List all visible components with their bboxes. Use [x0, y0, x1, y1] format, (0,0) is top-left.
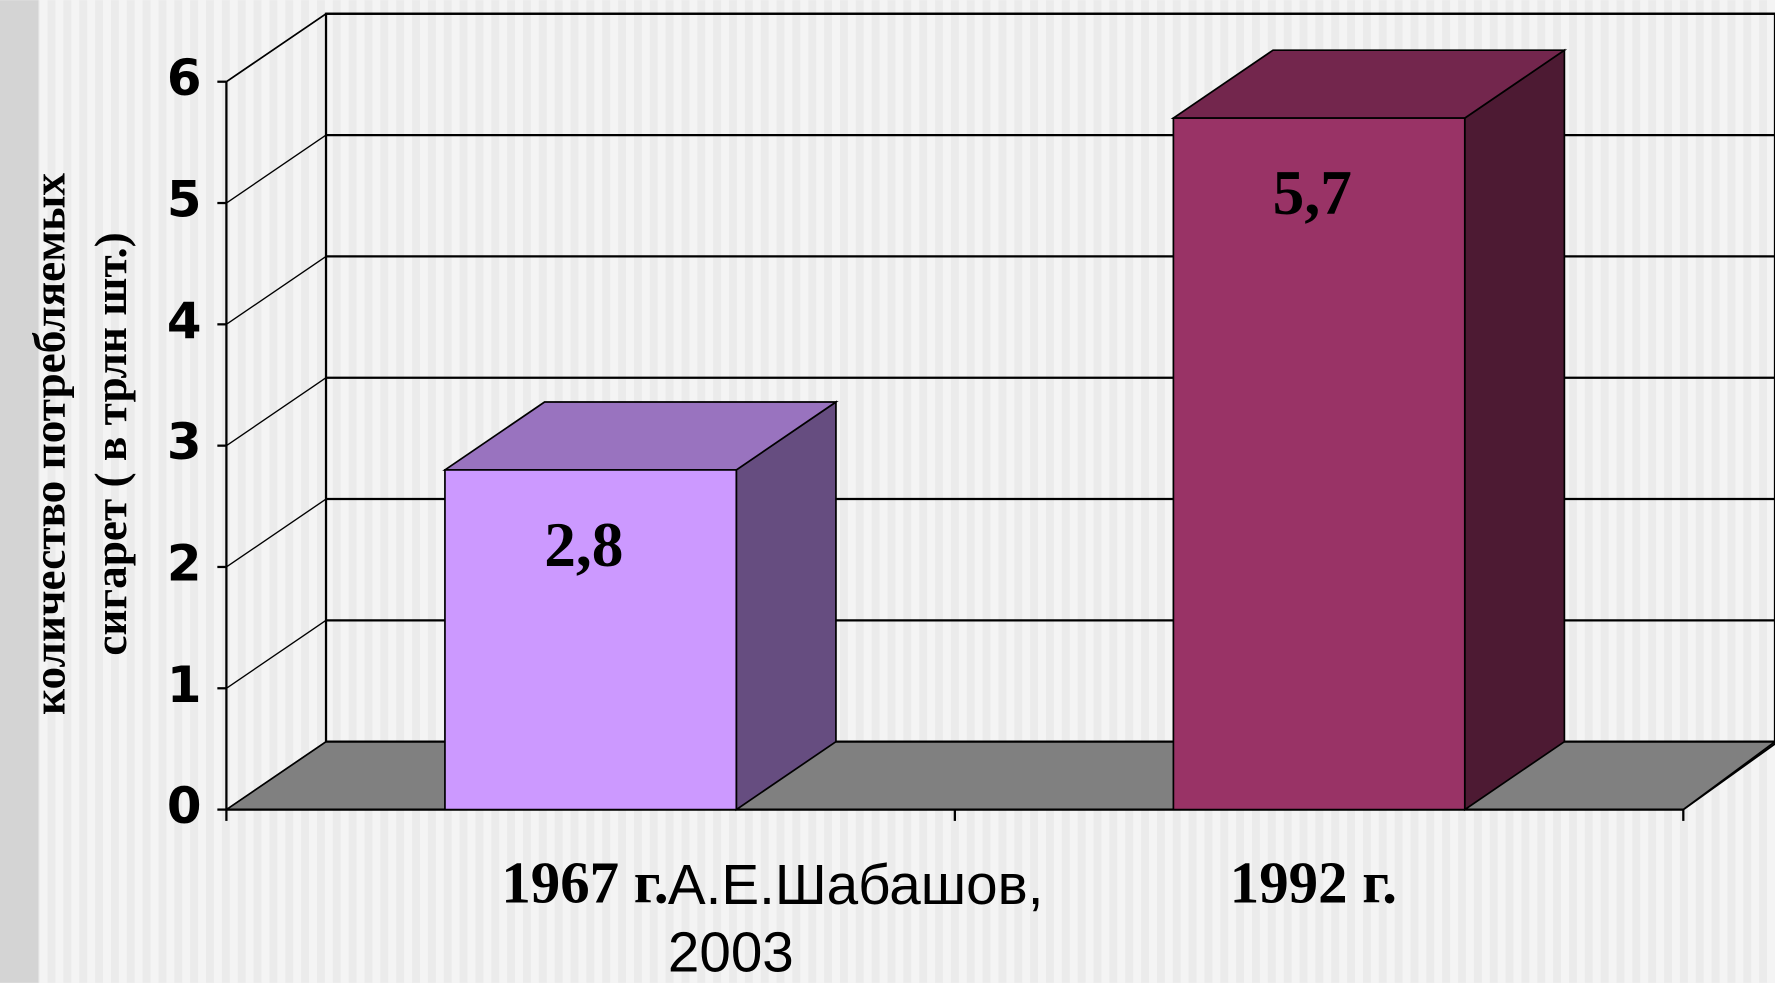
- side-band: [0, 0, 39, 983]
- data-label: 5,7: [1273, 158, 1352, 228]
- floor-edge: [1682, 740, 1775, 811]
- bar: [1172, 117, 1466, 811]
- y-axis-label: сигарет ( в трлн шт.): [86, 232, 136, 655]
- bar-side: [1463, 48, 1566, 812]
- grid-line-side: [226, 498, 327, 568]
- grid-line-side: [226, 377, 327, 447]
- x-tick-label: 1992 г.: [1230, 850, 1397, 915]
- y-tick-label: 5: [167, 171, 202, 229]
- plot: 0 1 2 3 4 5 6 2,8 1967 г. 5,7 1992 г.: [167, 12, 1775, 915]
- grid-line-side: [226, 13, 327, 83]
- y-tick-label: 0: [167, 777, 202, 835]
- annotation: А.Е.Шабашов,: [668, 853, 1044, 916]
- x-tick-label: 1967 г.: [501, 850, 668, 915]
- grid-line-side: [226, 741, 327, 811]
- grid-line-side: [226, 619, 327, 689]
- y-tick-label: 4: [167, 292, 202, 350]
- bar-side: [735, 400, 837, 812]
- y-tick-label: 1: [167, 656, 202, 714]
- y-axis-label: количество потребляемых: [25, 173, 75, 715]
- data-label: 2,8: [544, 510, 623, 580]
- grid-line-side: [226, 134, 327, 204]
- y-tick-label: 3: [167, 413, 202, 471]
- y-tick-label: 6: [167, 49, 202, 107]
- bar: [444, 469, 738, 811]
- y-tick-label: 2: [167, 534, 202, 592]
- annotation: 2003: [668, 921, 794, 983]
- grid-line-side: [226, 255, 327, 325]
